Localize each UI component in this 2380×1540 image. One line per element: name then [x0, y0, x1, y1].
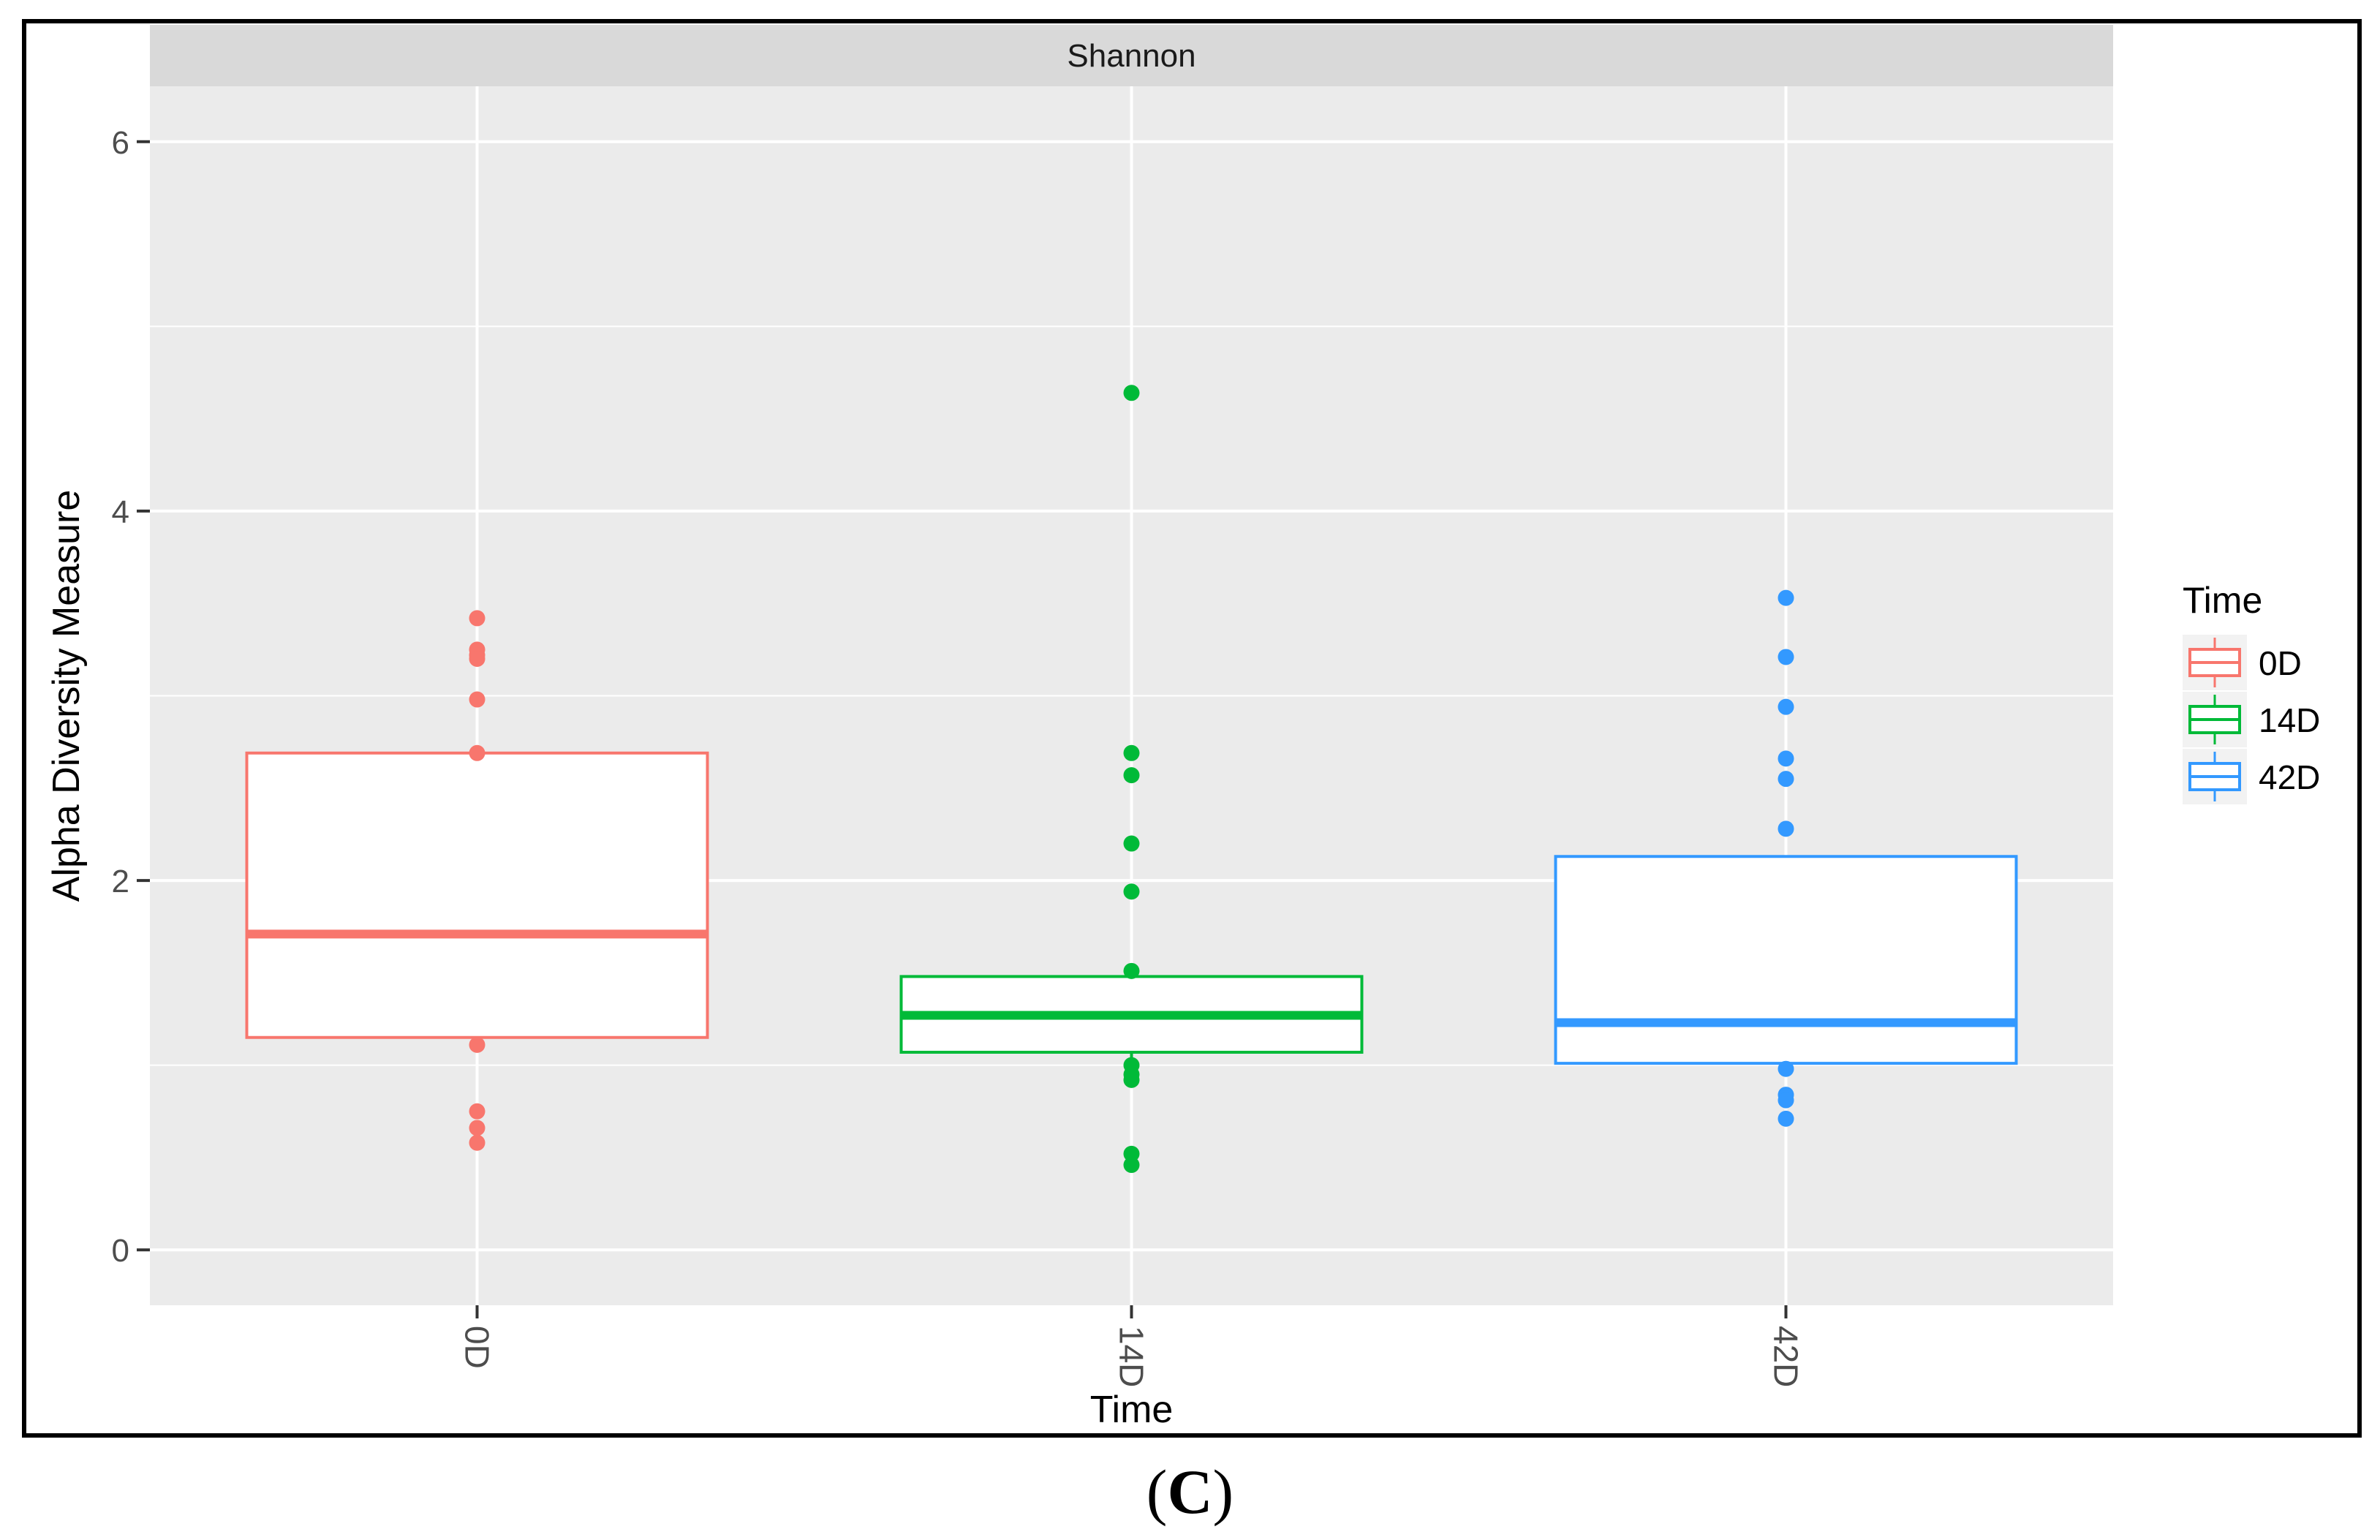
panel-letter: C [1167, 1457, 1213, 1527]
legend-title: Time [2183, 580, 2262, 621]
data-point [1123, 744, 1140, 761]
legend-item-0d: 0D [2183, 635, 2302, 690]
data-point [1778, 1110, 1794, 1127]
data-point [1778, 771, 1794, 788]
data-point [469, 1103, 486, 1120]
data-point [469, 1036, 486, 1053]
data-point [469, 610, 486, 627]
data-point [1123, 1071, 1140, 1088]
x-tick-label: 14D [1113, 1326, 1151, 1387]
data-point [469, 1120, 486, 1136]
data-point [1778, 698, 1794, 715]
box-iqr [1554, 855, 2018, 1065]
legend-label: 0D [2259, 644, 2302, 682]
data-point [1778, 820, 1794, 837]
data-point [469, 1134, 486, 1151]
data-point [1123, 835, 1140, 852]
x-axis-title: Time [1090, 1389, 1174, 1431]
data-point [1123, 883, 1140, 900]
data-point [1778, 1060, 1794, 1077]
legend-item-14d: 14D [2183, 692, 2320, 747]
data-point [1123, 1157, 1140, 1174]
box-group-0d [245, 610, 709, 1151]
box-group-14d [899, 385, 1364, 1174]
y-tick-label: 0 [112, 1233, 129, 1269]
data-point [1778, 750, 1794, 767]
facet-title: Shannon [1067, 38, 1195, 74]
data-point [1123, 767, 1140, 784]
y-tick-label: 4 [112, 494, 129, 530]
legend-item-42d: 42D [2183, 749, 2320, 804]
data-point [1123, 1145, 1140, 1162]
x-tick-label: 0D [458, 1326, 496, 1369]
data-point [469, 691, 486, 708]
y-axis-title: Alpha Diversity Measure [45, 490, 88, 902]
facet-strip [150, 25, 2113, 86]
data-point [1123, 962, 1140, 979]
data-point [469, 744, 486, 761]
box-iqr [245, 751, 709, 1039]
boxplot-chart: Shannon 0 2 4 6 0D 14D 42D Time Alpha Diversity M… [45, 25, 2320, 1431]
legend-label: 14D [2259, 701, 2320, 739]
x-tick-label: 42D [1767, 1326, 1805, 1387]
box-group-42d [1554, 589, 2018, 1127]
y-tick-label: 2 [112, 864, 129, 899]
panel-label: (C) [1146, 1457, 1234, 1527]
legend-label: 42D [2259, 758, 2320, 796]
data-point [1778, 649, 1794, 665]
data-point [1778, 1092, 1794, 1109]
data-point [1778, 589, 1794, 606]
y-tick-label: 6 [112, 125, 129, 161]
data-point [469, 650, 486, 667]
data-point [1123, 385, 1140, 401]
